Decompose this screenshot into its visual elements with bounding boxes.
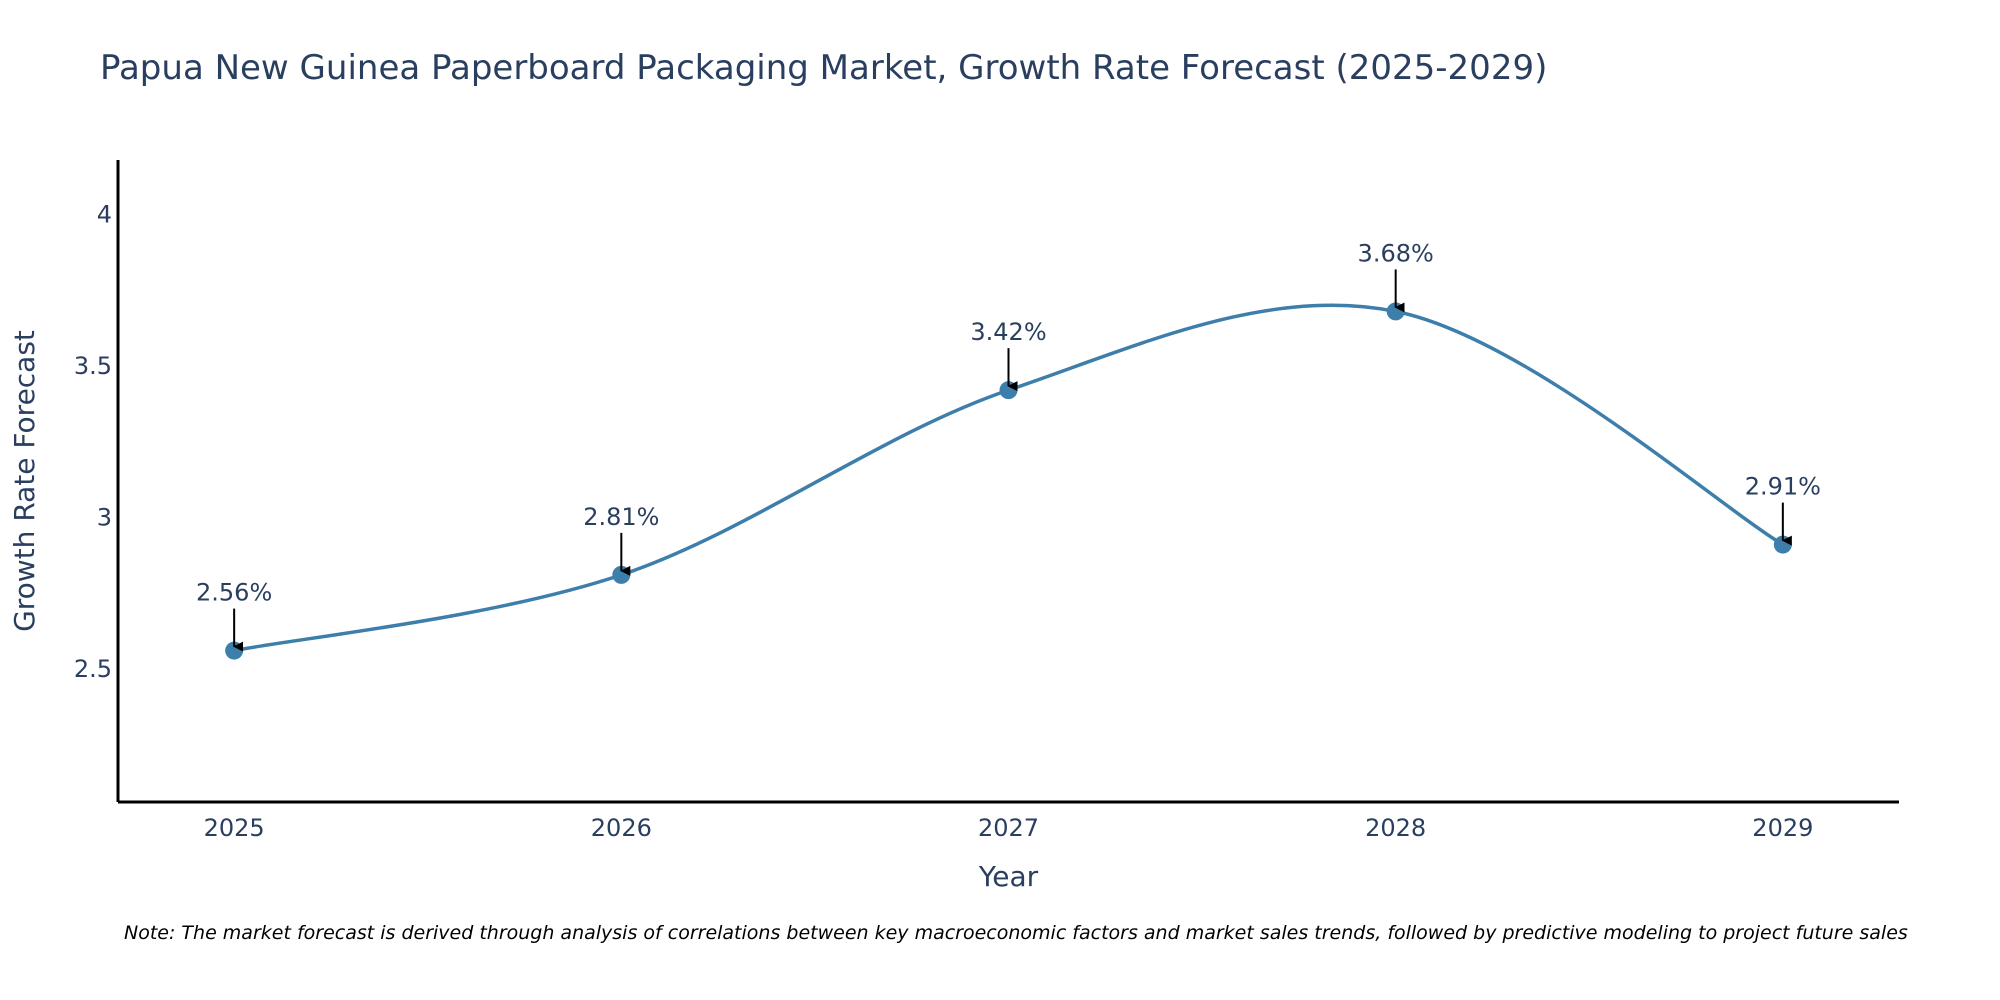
data-label: 2.91%: [1745, 473, 1821, 501]
y-tick-label: 3: [97, 503, 112, 531]
y-tick-labels: 2.5 3 3.5 4: [74, 201, 112, 683]
x-tick-label: 2027: [978, 814, 1039, 842]
data-label: 3.42%: [970, 318, 1046, 346]
x-tick-labels: 2025 2026 2027 2028 2029: [204, 814, 1814, 842]
y-axis-title: Growth Rate Forecast: [8, 330, 41, 632]
data-annotations: 2.56% 2.81% 3.42% 3.68% 2.91%: [196, 239, 1821, 652]
y-tick-label: 2.5: [74, 655, 112, 683]
data-label: 2.81%: [583, 503, 659, 531]
axes: [116, 160, 1899, 804]
chart-title: Papua New Guinea Paperboard Packaging Ma…: [100, 48, 1548, 88]
data-label: 3.68%: [1358, 239, 1434, 267]
x-tick-label: 2025: [204, 814, 265, 842]
x-tick-label: 2029: [1752, 814, 1813, 842]
y-tick-label: 3.5: [74, 352, 112, 380]
x-tick-label: 2026: [591, 814, 652, 842]
data-label: 2.56%: [196, 579, 272, 607]
x-tick-label: 2028: [1365, 814, 1426, 842]
y-tick-label: 4: [97, 201, 112, 229]
chart-note: Note: The market forecast is derived thr…: [124, 922, 1908, 944]
x-axis-title: Year: [978, 860, 1039, 893]
